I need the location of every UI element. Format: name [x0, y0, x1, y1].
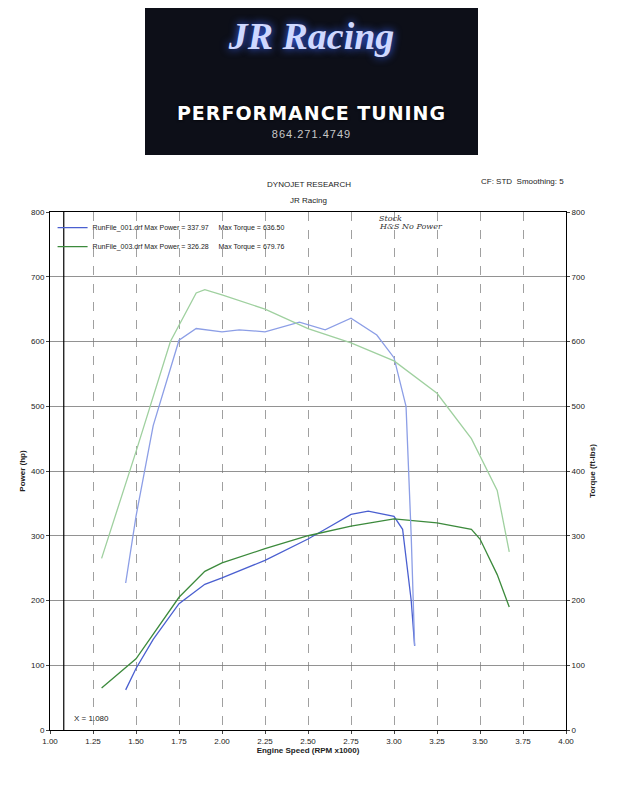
svg-text:0: 0: [40, 726, 45, 735]
html-text:864.271.4749: 864.271.4749: [271, 128, 352, 140]
svg-text:600: 600: [572, 337, 586, 346]
svg-text:800: 800: [31, 208, 45, 217]
svg-text:2.75: 2.75: [343, 737, 359, 746]
svg-text:1.00: 1.00: [42, 737, 58, 746]
svg-text:Torque (ft-lbs): Torque (ft-lbs): [588, 444, 597, 498]
svg-text:200: 200: [572, 596, 586, 605]
svg-text:2.50: 2.50: [300, 737, 316, 746]
svg-text:100: 100: [31, 661, 45, 670]
svg-text:3.50: 3.50: [472, 737, 488, 746]
svg-text:300: 300: [31, 532, 45, 541]
svg-text:1.25: 1.25: [85, 737, 101, 746]
svg-text:Engine Speed (RPM x1000): Engine Speed (RPM x1000): [257, 746, 360, 755]
svg-text:600: 600: [31, 337, 45, 346]
svg-text:500: 500: [31, 402, 45, 411]
svg-text:1.75: 1.75: [171, 737, 187, 746]
svg-text:800: 800: [572, 208, 586, 217]
svg-text:DYNOJET RESEARCH: DYNOJET RESEARCH: [267, 180, 351, 189]
svg-text:300: 300: [572, 532, 586, 541]
svg-text:700: 700: [572, 273, 586, 282]
svg-text:400: 400: [572, 467, 586, 476]
svg-text:0: 0: [572, 726, 577, 735]
svg-text:4.00: 4.00: [558, 737, 574, 746]
svg-text:JR Racing: JR Racing: [290, 196, 327, 205]
svg-text:3.25: 3.25: [429, 737, 445, 746]
svg-text:H&S No Power: H&S No Power: [379, 222, 443, 231]
svg-text:2.00: 2.00: [214, 737, 230, 746]
svg-text:100: 100: [572, 661, 586, 670]
svg-text:400: 400: [31, 467, 45, 476]
svg-text:2.25: 2.25: [257, 737, 273, 746]
svg-text:CF: STD Smoothing: 5: CF: STD Smoothing: 5: [481, 177, 564, 186]
svg-text:200: 200: [31, 596, 45, 605]
html-text:JR Racing: JR Racing: [228, 15, 395, 57]
svg-text:1.50: 1.50: [128, 737, 144, 746]
svg-text:3.00: 3.00: [386, 737, 402, 746]
svg-text:700: 700: [31, 273, 45, 282]
svg-text:Power (hp): Power (hp): [18, 450, 27, 492]
html-text:PERFORMANCE TUNING: PERFORMANCE TUNING: [176, 102, 447, 124]
svg-text:RunFile_001.drf Max Power = 33: RunFile_001.drf Max Power = 337.97 Max T…: [93, 224, 285, 232]
svg-text:Stock: Stock: [379, 214, 402, 223]
svg-text:RunFile_003.drf Max Power = 32: RunFile_003.drf Max Power = 326.28 Max T…: [93, 243, 285, 251]
svg-text:X = 1.080: X = 1.080: [74, 714, 109, 723]
svg-text:3.75: 3.75: [515, 737, 531, 746]
svg-text:500: 500: [572, 402, 586, 411]
